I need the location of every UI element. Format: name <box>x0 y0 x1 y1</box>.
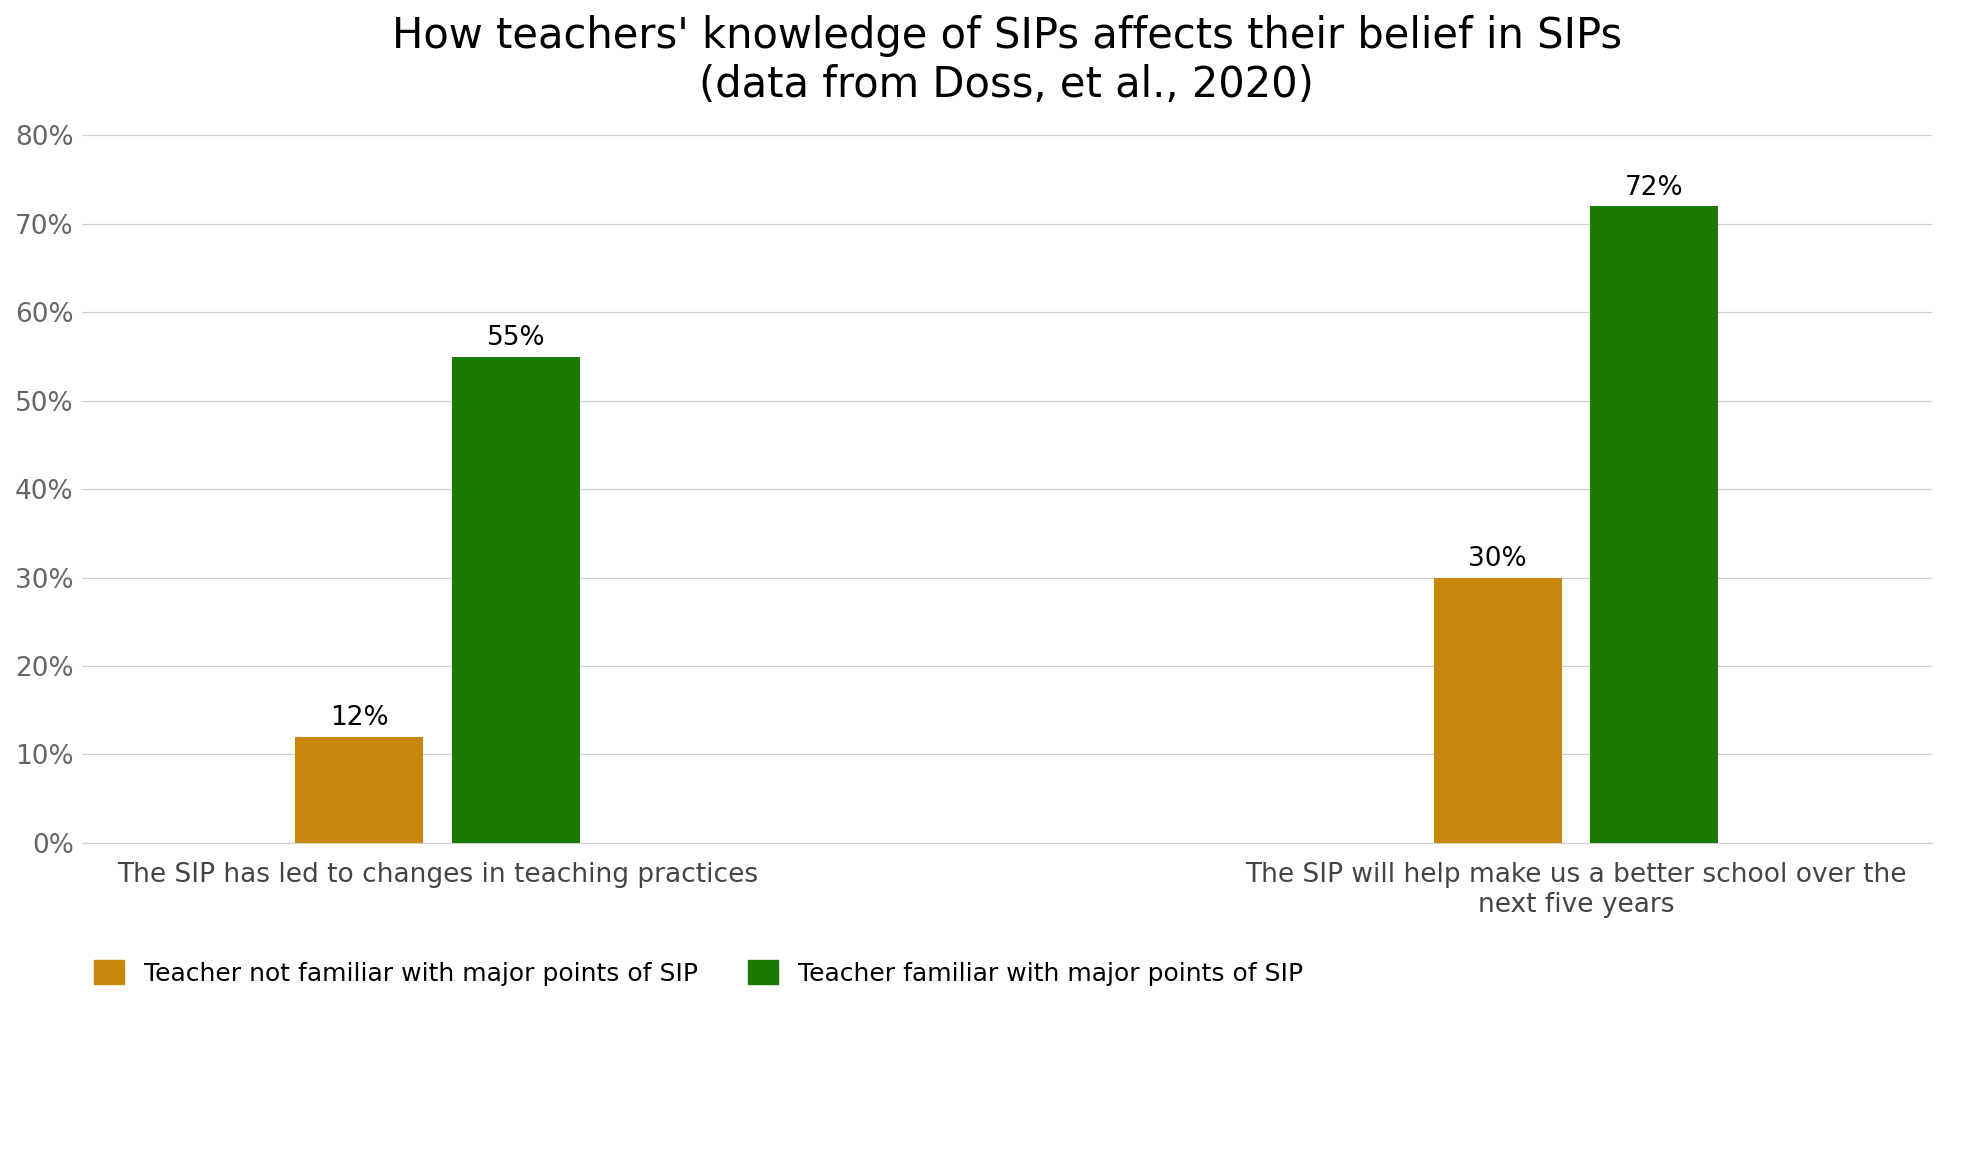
Text: 55%: 55% <box>488 325 545 352</box>
Text: 12%: 12% <box>331 706 388 731</box>
Bar <box>1433 577 1562 842</box>
Legend: Teacher not familiar with major points of SIP, Teacher familiar with major point: Teacher not familiar with major points o… <box>95 960 1304 986</box>
Bar <box>1590 206 1718 842</box>
Bar <box>452 356 581 842</box>
Text: 30%: 30% <box>1469 546 1526 573</box>
Bar <box>295 737 424 842</box>
Text: 72%: 72% <box>1625 175 1683 201</box>
Title: How teachers' knowledge of SIPs affects their belief in SIPs
(data from Doss, et: How teachers' knowledge of SIPs affects … <box>392 15 1621 105</box>
